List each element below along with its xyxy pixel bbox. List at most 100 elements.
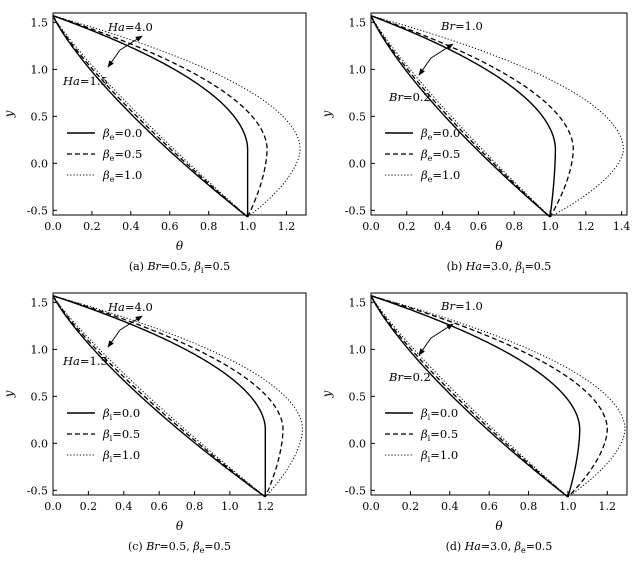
x-tick-label: 1.4	[613, 220, 631, 233]
annotation-upper: Ha=4.0	[107, 20, 153, 34]
x-tick-label: 0.2	[83, 220, 101, 233]
series-line-upper-dashed	[370, 295, 608, 498]
y-tick-label: -0.5	[345, 484, 366, 497]
y-tick-label: 0.0	[349, 157, 367, 170]
x-axis-label: θ	[176, 519, 184, 533]
x-axis-label: θ	[495, 239, 503, 253]
series-line-lower-dashed	[370, 15, 551, 218]
y-tick-label: 1.0	[349, 343, 367, 356]
y-tick-label: 1.5	[349, 296, 367, 309]
legend-entry: βe=0.5	[102, 147, 142, 163]
y-tick-label: -0.5	[27, 204, 48, 217]
series-line-upper-dashed	[370, 15, 574, 218]
y-tick-label: 0.0	[31, 157, 49, 170]
x-tick-label: 1.2	[278, 220, 296, 233]
axes-frame-a	[52, 12, 307, 216]
axes-frame-b	[370, 12, 628, 216]
axes-frame-d	[370, 292, 628, 496]
y-tick-label: 1.5	[31, 296, 49, 309]
legend-entry: βi=0.0	[102, 406, 140, 422]
panel-c: 0.0 0.2 0.4 0.6 0.8 1.0 1.2 -0.5 0.0 0.5 1.0 1.5 θ y (…	[2, 292, 307, 555]
series-line-lower-dashed	[370, 295, 569, 498]
arrow-upper	[430, 323, 454, 339]
y-axis-label: y	[320, 110, 334, 118]
series-line-lower-solid	[370, 295, 569, 498]
x-tick-label: 0.6	[480, 500, 498, 513]
x-tick-label: 0.4	[434, 220, 452, 233]
arrow-lower	[418, 57, 432, 76]
panel-a: 0.0 0.2 0.4 0.6 0.8 1.0 1.2 -0.5 0.0 0.5 1.0 1.5 θ y (…	[2, 12, 307, 275]
y-axis-label: y	[320, 390, 334, 398]
x-tick-label: 0.8	[520, 500, 538, 513]
x-tick-label: 0.8	[200, 220, 218, 233]
annotation-upper: Ha=4.0	[107, 300, 153, 314]
x-tick-label: 1.0	[239, 220, 257, 233]
y-tick-label: 1.0	[349, 63, 367, 76]
annotation-lower: Ha=1.5	[62, 354, 108, 368]
legend-entry: βi=1.0	[420, 448, 458, 464]
y-tick-label: 0.0	[349, 437, 367, 450]
x-tick-label: 0.8	[186, 500, 204, 513]
x-tick-label: 0.0	[362, 220, 380, 233]
x-tick-label: 0.4	[115, 500, 133, 513]
legend-entry: βe=1.0	[102, 168, 142, 184]
legend-entry: βi=1.0	[102, 448, 140, 464]
x-tick-label: 1.0	[559, 500, 577, 513]
x-tick-label: 1.0	[221, 500, 239, 513]
annotation-upper: Br=1.0	[440, 299, 483, 313]
y-tick-label: 0.5	[349, 390, 367, 403]
x-tick-label: 0.8	[505, 220, 523, 233]
panel-caption: (b) Ha=3.0, βi=0.5	[447, 260, 552, 275]
x-tick-label: 1.2	[257, 500, 275, 513]
series-line-lower-solid	[370, 15, 551, 218]
arrow-upper	[430, 43, 454, 59]
legend-entry: βe=0.0	[102, 126, 142, 142]
series-line-upper-solid	[370, 295, 581, 498]
x-axis-label: θ	[495, 519, 503, 533]
x-tick-label: 0.6	[470, 220, 488, 233]
arrow-lower	[418, 337, 432, 356]
x-tick-label: 0.0	[362, 500, 380, 513]
series-line-lower-dotted	[370, 295, 569, 498]
legend-entry: βe=1.0	[420, 168, 460, 184]
x-tick-label: 0.2	[402, 500, 420, 513]
arrow-upper	[119, 315, 143, 331]
series-line-lower-dotted	[52, 15, 248, 218]
series-line-lower-dotted	[370, 15, 551, 218]
panel-caption: (d) Ha=3.0, βe=0.5	[446, 540, 553, 555]
y-tick-label: 1.5	[31, 16, 49, 29]
x-tick-label: 0.2	[398, 220, 416, 233]
x-tick-label: 0.0	[44, 220, 62, 233]
y-tick-label: -0.5	[27, 484, 48, 497]
series-line-upper-dashed	[52, 295, 284, 498]
arrow-upper	[119, 35, 143, 51]
legend-entry: βe=0.5	[420, 147, 460, 163]
x-tick-label: 1.2	[599, 500, 617, 513]
x-tick-label: 0.2	[80, 500, 98, 513]
series-line-lower-dashed	[52, 15, 249, 218]
annotation-lower: Ha=1.5	[62, 74, 108, 88]
x-tick-label: 0.0	[44, 500, 62, 513]
series-line-lower-dashed	[52, 295, 266, 498]
series-line-upper-solid	[370, 15, 557, 218]
y-axis-label: y	[2, 110, 16, 118]
legend-entry: βe=0.0	[420, 126, 460, 142]
arrow-lower	[107, 49, 121, 68]
annotation-lower: Br=0.2	[388, 370, 431, 384]
x-tick-label: 0.6	[150, 500, 168, 513]
series-line-upper-dotted	[370, 15, 624, 218]
annotation-lower: Br=0.2	[388, 90, 431, 104]
series-line-upper-solid	[52, 15, 249, 217]
x-tick-label: 0.4	[441, 500, 459, 513]
x-tick-label: 0.4	[122, 220, 140, 233]
annotation-upper: Br=1.0	[440, 19, 483, 33]
legend-entry: βi=0.5	[102, 427, 140, 443]
x-tick-label: 1.0	[541, 220, 559, 233]
series-line-lower-solid	[52, 15, 249, 218]
y-tick-label: 0.5	[31, 390, 49, 403]
y-tick-label: -0.5	[345, 204, 366, 217]
arrow-lower	[107, 329, 121, 348]
y-axis-label: y	[2, 390, 16, 398]
y-tick-label: 1.0	[31, 343, 49, 356]
y-tick-label: 1.0	[31, 63, 49, 76]
